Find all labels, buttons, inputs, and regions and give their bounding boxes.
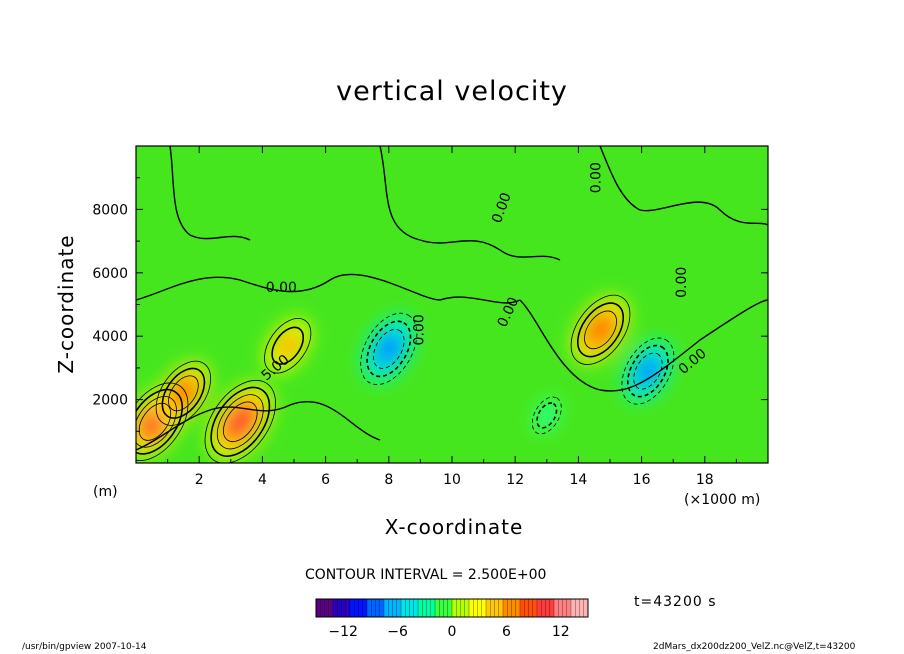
y-tick-label: 4000	[92, 329, 128, 345]
feature-layer	[279, 336, 296, 356]
colorbar-swatch	[537, 599, 555, 617]
contour-line	[570, 294, 631, 365]
x-tick-label: 4	[258, 472, 267, 488]
feature-layer	[591, 318, 610, 341]
x-tick-label: 18	[696, 472, 714, 488]
contour-line	[138, 402, 172, 441]
x-tick-label: 14	[569, 472, 587, 488]
x-tick-label: 8	[384, 472, 393, 488]
colorbar-tick-label: 0	[448, 624, 457, 640]
contour-line	[621, 337, 675, 405]
contour-value-label: 0.00	[674, 267, 690, 298]
colorbar-swatch	[333, 599, 351, 617]
contour-line	[627, 344, 669, 398]
colorbar-swatch	[520, 599, 538, 617]
contour-updraft-3	[264, 318, 312, 374]
time-label: t=43200 s	[634, 594, 717, 610]
colorbar-swatch	[452, 599, 470, 617]
colorbar-frame	[315, 598, 589, 618]
contour-line	[136, 388, 184, 455]
colorbar-swatch	[503, 599, 521, 617]
zero-contour-line	[136, 401, 381, 451]
chart-title: vertical velocity	[336, 76, 568, 107]
zero-contour-line	[136, 273, 521, 304]
colorbar-swatch	[486, 599, 504, 617]
y-tick-label: 8000	[92, 202, 128, 218]
contour-line	[155, 360, 212, 426]
colorbar-swatch	[316, 599, 334, 617]
contour-value-label: 0.00	[266, 280, 297, 296]
x-unit-right: (×1000 m)	[684, 492, 761, 508]
feature-layer	[379, 337, 398, 361]
x-tick-label: 16	[633, 472, 651, 488]
colorbar-swatch	[418, 599, 436, 617]
contour-line	[576, 302, 625, 358]
contour-downdraft-4	[360, 312, 418, 385]
contour-line	[584, 310, 617, 350]
x-tick-label: 12	[506, 472, 524, 488]
zero-contour-line	[519, 299, 768, 392]
y-tick-label: 2000	[92, 393, 128, 409]
colorbar-swatch	[571, 599, 589, 617]
colorbar-swatch	[384, 599, 402, 617]
x-axis-label: X-coordinate	[384, 515, 524, 539]
contour-line	[373, 329, 405, 369]
contour-line	[223, 401, 258, 443]
colorbar-swatch	[554, 599, 572, 617]
contour-line	[633, 352, 663, 390]
contour-line	[216, 394, 264, 450]
colorbar-tick-label: −12	[328, 624, 358, 640]
zero-contour-line	[169, 146, 251, 241]
colorbar-swatch	[435, 599, 453, 617]
colorbar-swatch	[401, 599, 419, 617]
colorbar-swatch	[469, 599, 487, 617]
contour-downdraft-6	[621, 337, 675, 405]
contour-value-label: 0.00	[412, 314, 428, 345]
contour-line	[264, 318, 312, 374]
contour-line	[366, 320, 412, 378]
footer-program-date: /usr/bin/gpview 2007-10-14	[22, 642, 147, 652]
zero-contour-line	[599, 146, 768, 226]
colorbar-swatch	[350, 599, 368, 617]
colorbar-tick-label: 12	[552, 624, 570, 640]
feature-layer	[541, 409, 552, 422]
contour-line	[204, 379, 276, 463]
x-tick-label: 6	[321, 472, 330, 488]
colorbar-tick-label: 6	[502, 624, 511, 640]
contour-updraft-2	[204, 379, 276, 463]
colorbar-swatch	[367, 599, 385, 617]
contour-line	[271, 326, 305, 365]
contour-line	[161, 367, 206, 419]
contour-line	[168, 375, 199, 412]
feature-downdraft-7	[532, 396, 562, 435]
contour-value-label: 0.00	[589, 162, 605, 193]
x-tick-label: 2	[195, 472, 204, 488]
contour-line	[136, 382, 189, 462]
feature-updraft-3	[264, 318, 312, 374]
feature-layer	[229, 409, 252, 435]
contour-interval-label: CONTOUR INTERVAL = 2.500E+00	[305, 567, 547, 583]
colorbar-tick-label: −6	[387, 624, 408, 640]
contour-line	[536, 402, 558, 429]
contour-updraft-1	[155, 360, 212, 426]
footer-file-info: 2dMars_dx200dz200_VelZ.nc@VelZ,t=43200	[653, 642, 856, 652]
contour-line	[210, 386, 271, 457]
x-tick-label: 10	[443, 472, 461, 488]
y-tick-label: 6000	[92, 266, 128, 282]
zero-contour-line	[379, 146, 561, 261]
contour-line	[360, 312, 418, 385]
contour-updraft-5	[570, 294, 631, 365]
x-unit-left: (m)	[93, 484, 118, 500]
